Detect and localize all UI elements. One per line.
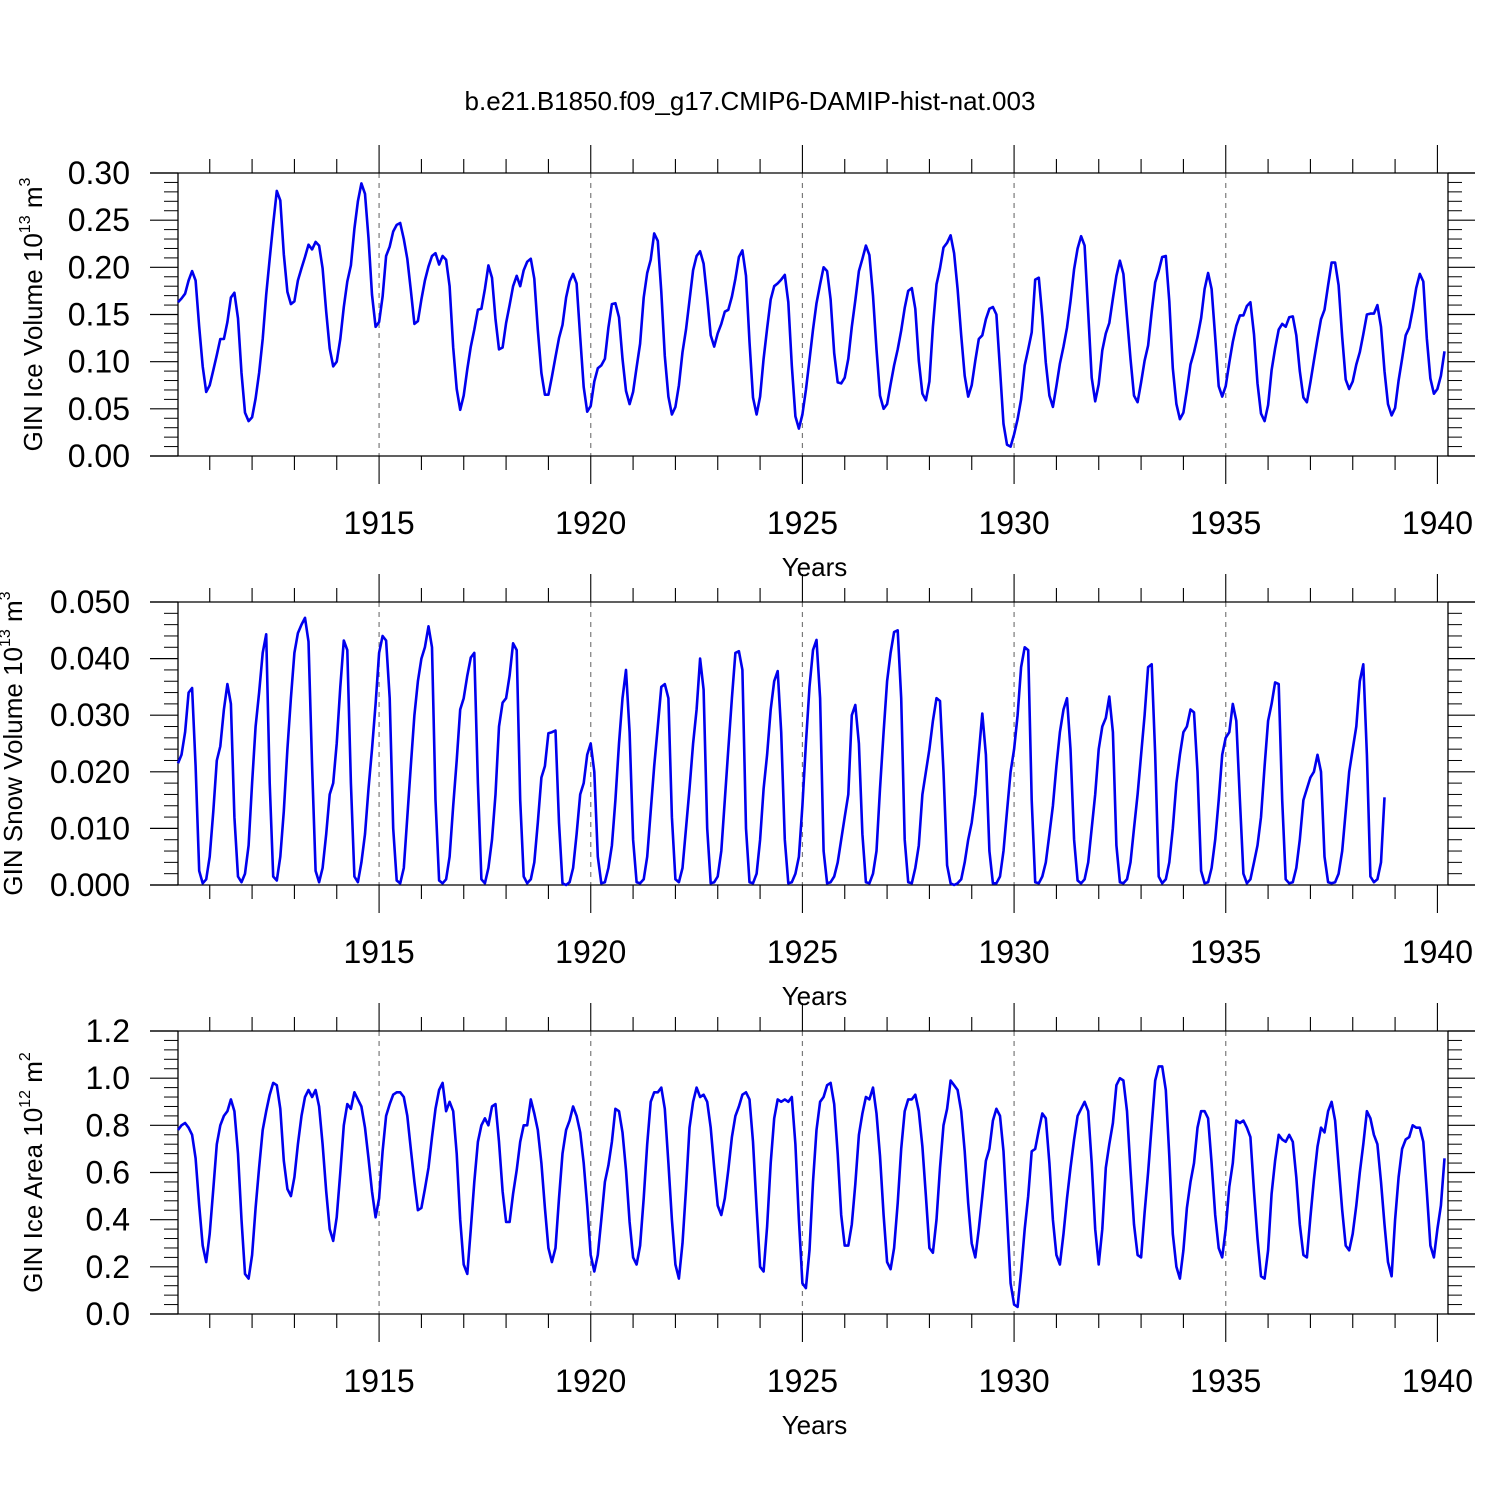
y-tick-label: 0.010: [50, 810, 130, 846]
y-axis-label: GIN Ice Volume 1013 m3: [17, 177, 48, 451]
panel-ice-volume: 0.00 0.05 0.10 0.15 0.20 0.25 0.30 1915 1920 1925…: [17, 145, 1475, 582]
x-tick-label: 1930: [978, 1363, 1049, 1399]
y-tick-label: 0.0: [86, 1296, 130, 1332]
series-line-ice-area: [176, 1065, 1446, 1309]
x-tick-label: 1925: [767, 1363, 838, 1399]
y-tick-label: 0.8: [86, 1107, 130, 1143]
y-tick-label: 0.050: [50, 584, 130, 620]
chart-title: b.e21.B1850.f09_g17.CMIP6-DAMIP-hist-nat…: [465, 86, 1036, 116]
x-tick-label: 1915: [343, 934, 414, 970]
y-tick-label: 0.6: [86, 1155, 130, 1191]
x-tick-label: 1940: [1402, 1363, 1473, 1399]
y-tick-label: 1.2: [86, 1013, 130, 1049]
x-tick-label: 1925: [767, 505, 838, 541]
y-tick-label: 0.05: [68, 391, 130, 427]
x-axis-label: Years: [782, 981, 848, 1011]
x-tick-label: 1930: [978, 505, 1049, 541]
panel-ice-area: 0.0 0.2 0.4 0.6 0.8 1.0 1.2 1915 1920 1925 1930 193…: [17, 1003, 1475, 1440]
x-tick-label: 1940: [1402, 934, 1473, 970]
x-axis-label: Years: [782, 552, 848, 582]
y-tick-label: 0.040: [50, 641, 130, 677]
x-tick-label: 1925: [767, 934, 838, 970]
y-tick-label: 0.000: [50, 867, 130, 903]
x-tick-label: 1915: [343, 505, 414, 541]
y-axis-label: GIN Ice Area 1012 m2: [17, 1052, 48, 1293]
panel-snow-volume: 0.000 0.010 0.020 0.030 0.040 0.050 1915 1920 19…: [0, 574, 1475, 1011]
y-tick-label: 0.15: [68, 297, 130, 333]
x-tick-label: 1920: [555, 934, 626, 970]
series-line-snow-volume: [176, 616, 1386, 887]
x-tick-label: 1915: [343, 1363, 414, 1399]
y-tick-label: 0.25: [68, 202, 130, 238]
y-tick-label: 0.2: [86, 1249, 130, 1285]
x-tick-label: 1935: [1190, 1363, 1261, 1399]
x-tick-label: 1920: [555, 505, 626, 541]
y-tick-label: 0.30: [68, 155, 130, 191]
y-axis-label: GIN Snow Volume 1013 m3: [0, 591, 28, 895]
y-tick-label: 0.20: [68, 249, 130, 285]
x-axis-label: Years: [782, 1410, 848, 1440]
x-tick-label: 1940: [1402, 505, 1473, 541]
y-tick-label: 0.4: [86, 1202, 130, 1238]
x-tick-label: 1935: [1190, 505, 1261, 541]
y-tick-label: 0.020: [50, 754, 130, 790]
x-tick-label: 1930: [978, 934, 1049, 970]
y-tick-label: 0.00: [68, 438, 130, 474]
x-tick-label: 1920: [555, 1363, 626, 1399]
series-line-ice-volume: [177, 182, 1446, 448]
y-tick-label: 1.0: [86, 1060, 130, 1096]
x-tick-label: 1935: [1190, 934, 1261, 970]
y-tick-label: 0.030: [50, 697, 130, 733]
y-tick-label: 0.10: [68, 344, 130, 380]
